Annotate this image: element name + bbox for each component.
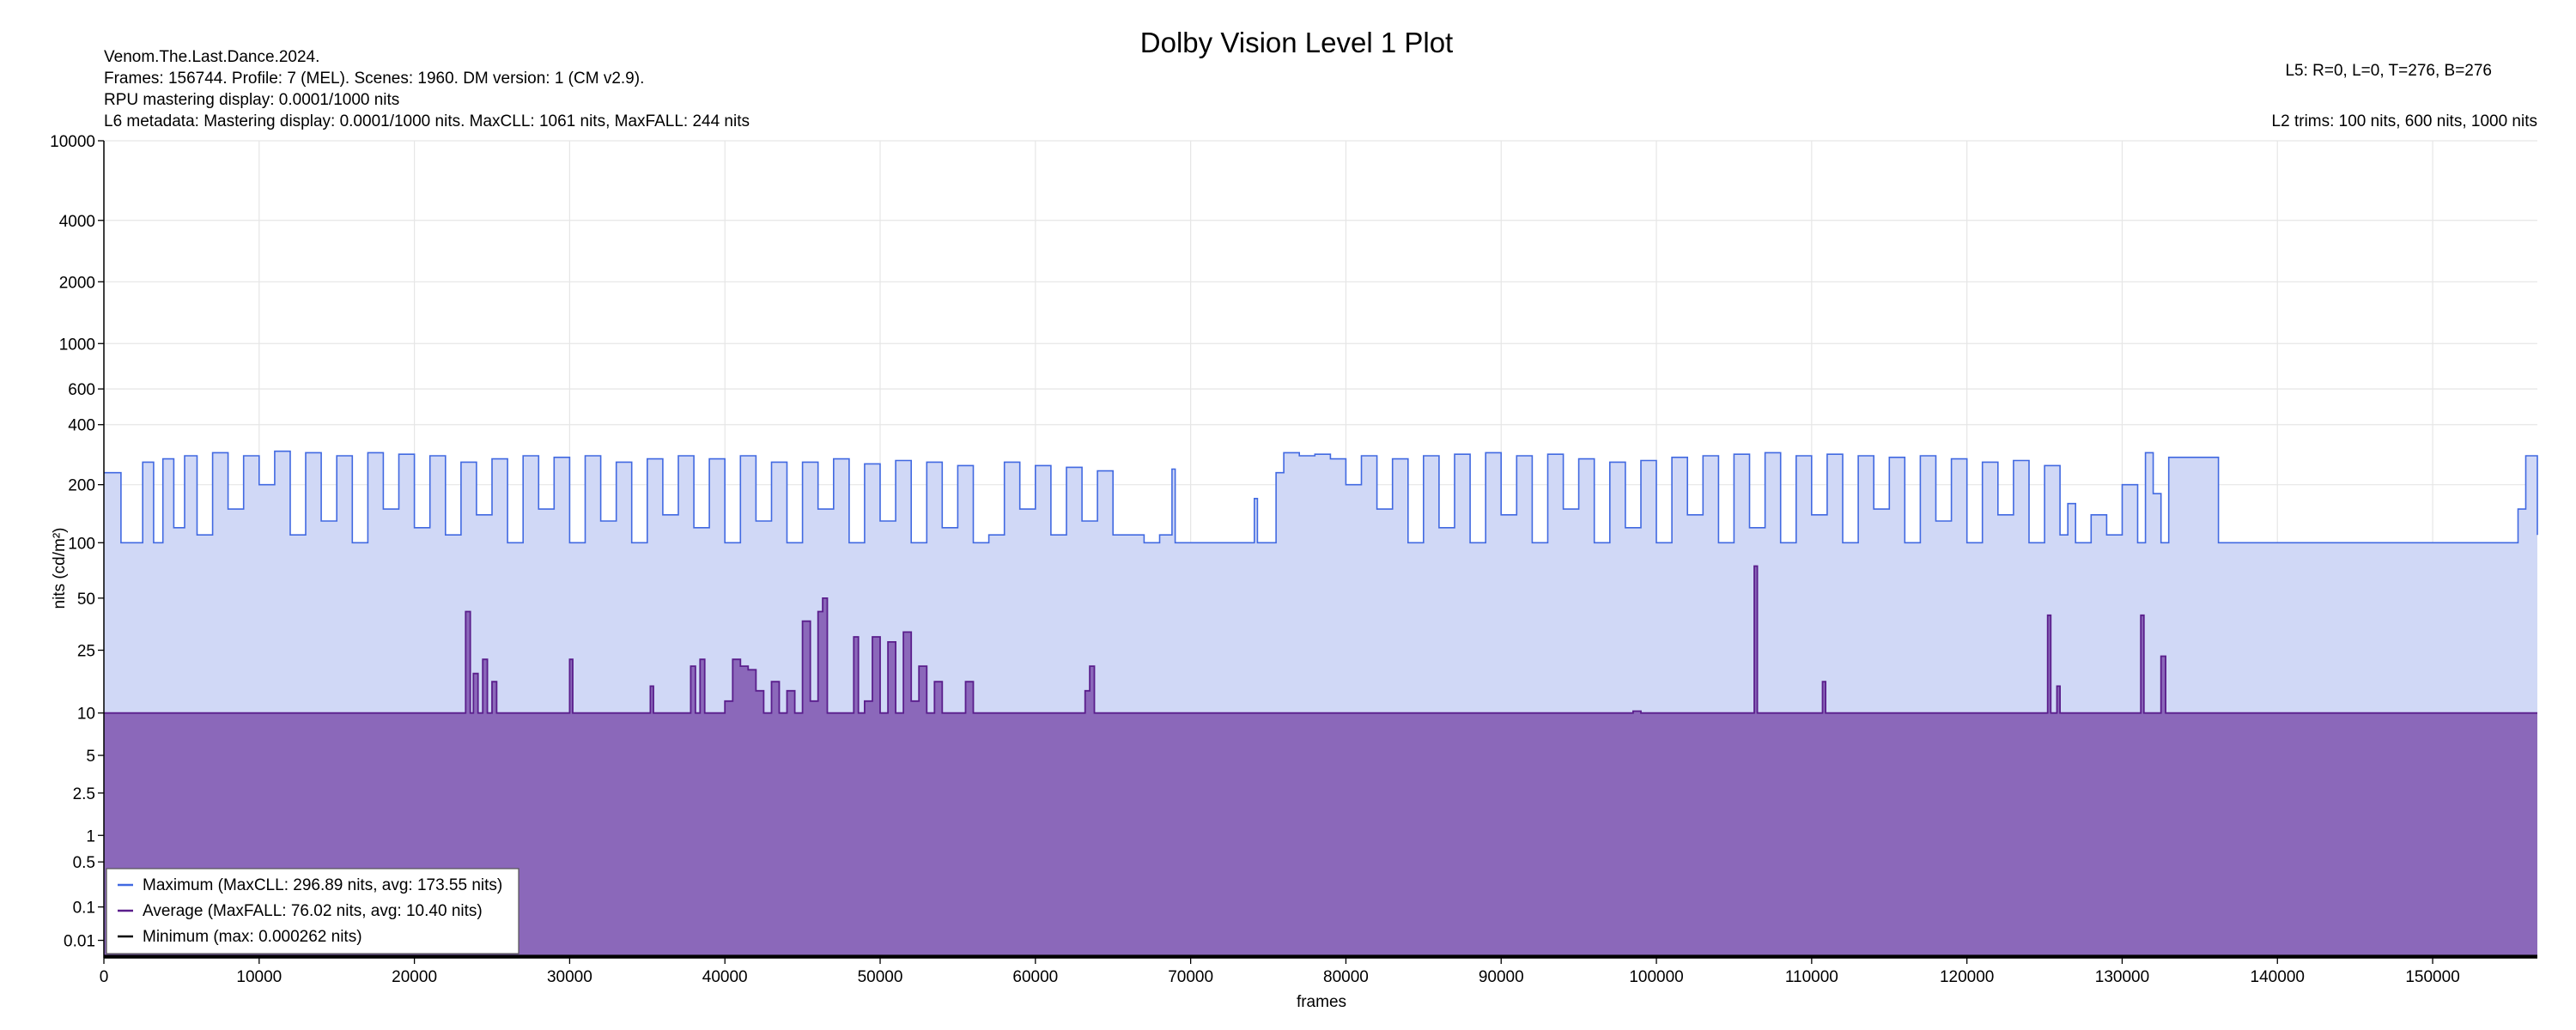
- legend-box: [106, 868, 519, 954]
- info-right: L5: R=0, L=0, T=276, B=276 L2 trims: 100…: [2272, 62, 2537, 130]
- x-tick-label: 40000: [702, 968, 748, 986]
- x-tick-label: 120000: [1940, 968, 1994, 986]
- x-tick-label: 60000: [1012, 968, 1058, 986]
- chart-title: Dolby Vision Level 1 Plot: [1140, 27, 1453, 58]
- series-average-line: [104, 565, 2537, 714]
- y-tick-label: 10: [77, 706, 95, 724]
- y-tick-label: 400: [68, 417, 95, 435]
- x-tick-label: 110000: [1785, 968, 1838, 986]
- plot-areas: [104, 450, 2538, 959]
- y-tick-label: 1: [86, 827, 95, 845]
- x-tick-label: 150000: [2405, 968, 2459, 986]
- x-axis-ticks: 0 10000 20000 30000 40000 50000 60000 70000 8000…: [100, 958, 2460, 986]
- info-l2-trims: L2 trims: 100 nits, 600 nits, 1000 nits: [2272, 112, 2537, 130]
- legend-label-minimum: Minimum (max: 0.000262 nits): [143, 928, 362, 946]
- x-tick-label: 20000: [392, 968, 437, 986]
- x-tick-label: 90000: [1479, 968, 1524, 986]
- x-tick-label: 0: [100, 968, 109, 986]
- series-maximum-line: [104, 450, 2538, 544]
- legend-label-maximum: Maximum (MaxCLL: 296.89 nits, avg: 173.5…: [143, 876, 502, 894]
- x-tick-label: 30000: [547, 968, 592, 986]
- x-tick-label: 100000: [1629, 968, 1683, 986]
- y-tick-label: 0.5: [73, 854, 95, 872]
- x-axis-label: frames: [1297, 993, 1346, 1011]
- y-tick-label: 600: [68, 381, 95, 399]
- x-tick-label: 50000: [858, 968, 903, 986]
- y-tick-label: 100: [68, 535, 95, 553]
- info-frames: Frames: 156744. Profile: 7 (MEL). Scenes…: [104, 70, 644, 88]
- y-tick-label: 0.1: [73, 900, 95, 918]
- x-tick-label: 70000: [1168, 968, 1213, 986]
- info-file-name: Venom.The.Last.Dance.2024.: [104, 48, 319, 66]
- legend-label-average: Average (MaxFALL: 76.02 nits, avg: 10.40…: [143, 902, 483, 920]
- y-tick-label: 10000: [50, 133, 95, 151]
- info-left: Venom.The.Last.Dance.2024. Frames: 15674…: [104, 48, 750, 130]
- x-tick-label: 10000: [236, 968, 282, 986]
- legend: Maximum (MaxCLL: 296.89 nits, avg: 173.5…: [106, 868, 519, 954]
- axes: [103, 141, 2537, 959]
- info-l5: L5: R=0, L=0, T=276, B=276: [2285, 62, 2492, 80]
- info-l6-metadata: L6 metadata: Mastering display: 0.0001/1…: [104, 112, 750, 130]
- y-axis-ticks: 0.01 0.1 0.5 1 2.5 5 10 25 50 100 200 400 600 1000 200…: [50, 133, 104, 951]
- info-rpu-mastering: RPU mastering display: 0.0001/1000 nits: [104, 91, 399, 109]
- y-tick-label: 5: [86, 748, 95, 766]
- y-tick-label: 1000: [59, 336, 95, 354]
- y-axis-label: nits (cd/m²): [51, 528, 69, 609]
- y-tick-label: 25: [77, 643, 95, 661]
- y-tick-label: 4000: [59, 213, 95, 231]
- series-average-fill: [104, 566, 2537, 958]
- y-tick-label: 50: [77, 591, 95, 609]
- y-tick-label: 2.5: [73, 785, 95, 803]
- x-tick-label: 130000: [2095, 968, 2149, 986]
- y-tick-label: 2000: [59, 274, 95, 292]
- x-tick-label: 140000: [2251, 968, 2305, 986]
- x-tick-label: 80000: [1323, 968, 1369, 986]
- y-tick-label: 0.01: [64, 933, 95, 951]
- y-tick-label: 200: [68, 477, 95, 495]
